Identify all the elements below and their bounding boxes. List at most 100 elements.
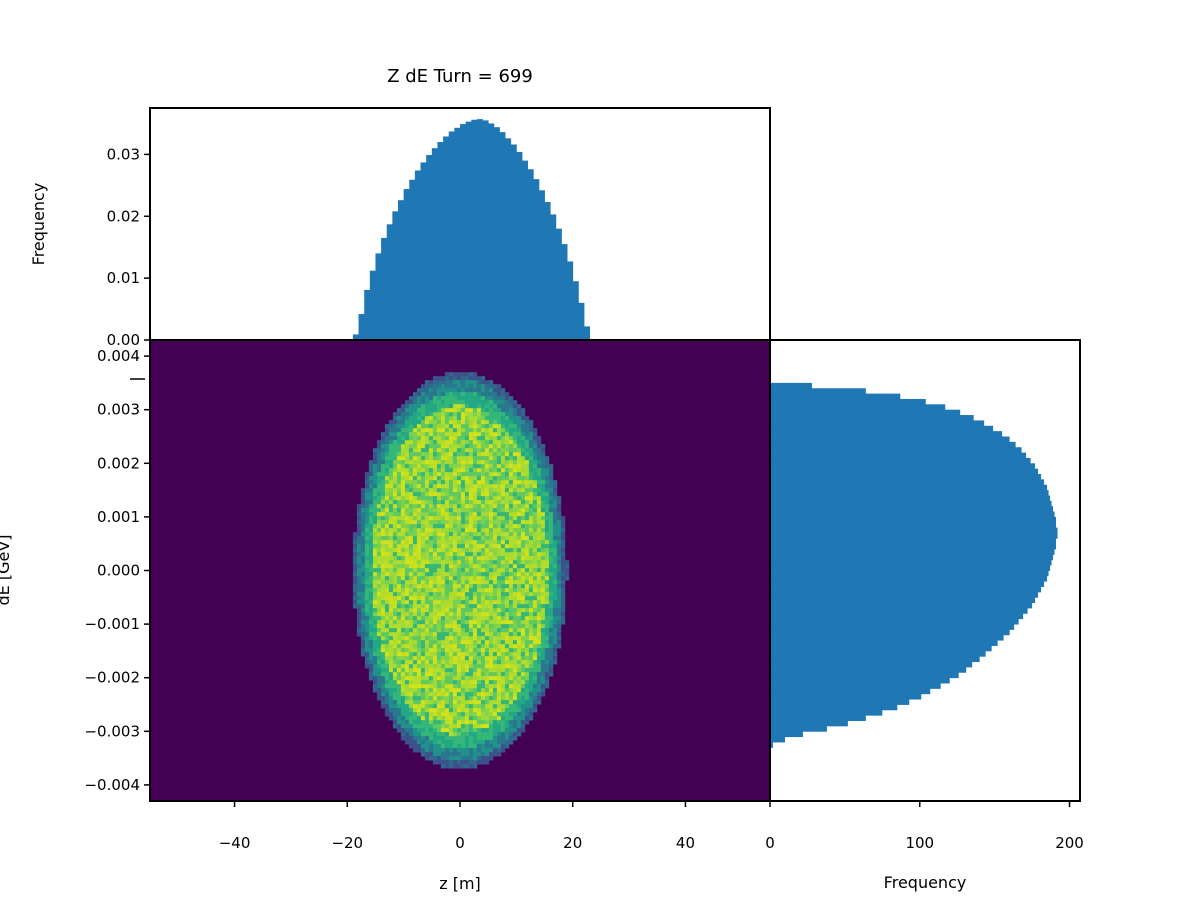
heatmap-cell [416, 548, 422, 553]
heatmap-cell [432, 588, 438, 593]
heatmap-cell [476, 404, 482, 409]
heatmap-cell [400, 516, 406, 521]
heatmap-cell [472, 644, 478, 649]
heatmap-cell [448, 396, 454, 401]
heatmap-cell [500, 424, 506, 429]
right-histogram-bar [770, 656, 980, 663]
heatmap-cell [496, 468, 502, 473]
heatmap-cell [492, 604, 498, 609]
heatmap-cell [524, 520, 530, 525]
heatmap-cell [440, 432, 446, 437]
heatmap-cell [412, 544, 418, 549]
heatmap-cell [408, 744, 414, 749]
heatmap-cell [524, 584, 530, 589]
heatmap-cell [400, 596, 406, 601]
heatmap-cell [500, 468, 506, 473]
heatmap-cell [540, 540, 546, 545]
heatmap-cell [540, 464, 546, 469]
heatmap-cell [428, 752, 434, 757]
heatmap-y-tick-label: −0.001 [84, 615, 140, 633]
heatmap-cell [400, 672, 406, 677]
heatmap-cell [496, 708, 502, 713]
heatmap-cell [480, 492, 486, 497]
heatmap-cell [396, 632, 402, 637]
heatmap-cell [424, 500, 430, 505]
heatmap-x-tick-label: −40 [219, 834, 251, 852]
heatmap-cell [444, 448, 450, 453]
heatmap-cell [496, 460, 502, 465]
heatmap-cell [380, 656, 386, 661]
heatmap-cell [440, 564, 446, 569]
heatmap-cell [548, 588, 554, 593]
heatmap-cell [512, 528, 518, 533]
heatmap-cell [540, 504, 546, 509]
heatmap-cell [552, 564, 558, 569]
heatmap-cell [460, 652, 466, 657]
heatmap-cell [504, 648, 510, 653]
heatmap-cell [408, 656, 414, 661]
right-histogram-bar [770, 527, 1058, 534]
heatmap-cell [392, 612, 398, 617]
heatmap-cell [440, 468, 446, 473]
heatmap-cell [480, 744, 486, 749]
heatmap-cell [480, 548, 486, 553]
top-histogram-bar [488, 123, 495, 340]
heatmap-cell [424, 568, 430, 573]
heatmap-cell [404, 468, 410, 473]
heatmap-cell [396, 676, 402, 681]
heatmap-cell [408, 644, 414, 649]
heatmap-cell [432, 384, 438, 389]
heatmap-cell [516, 588, 522, 593]
heatmap-cell [356, 620, 362, 625]
heatmap-cell [388, 612, 394, 617]
heatmap-cell [436, 424, 442, 429]
heatmap-cell [420, 492, 426, 497]
heatmap-cell [440, 436, 446, 441]
heatmap-cell [468, 732, 474, 737]
heatmap-cell [536, 460, 542, 465]
heatmap-cell [468, 672, 474, 677]
heatmap-cell [520, 544, 526, 549]
heatmap-cell [480, 648, 486, 653]
heatmap-cell [480, 464, 486, 469]
heatmap-cell [460, 620, 466, 625]
heatmap-cell [392, 604, 398, 609]
heatmap-cell [432, 656, 438, 661]
heatmap-cell [384, 708, 390, 713]
heatmap-cell [548, 480, 554, 485]
heatmap-cell [424, 656, 430, 661]
heatmap-cell [376, 560, 382, 565]
heatmap-cell [408, 520, 414, 525]
heatmap-cell [456, 452, 462, 457]
heatmap-cell [500, 612, 506, 617]
heatmap-cell [436, 700, 442, 705]
heatmap-cell [464, 616, 470, 621]
heatmap-cell [492, 404, 498, 409]
heatmap-cell [488, 716, 494, 721]
heatmap-cell [556, 632, 562, 637]
heatmap-cell [476, 692, 482, 697]
heatmap-cell [552, 640, 558, 645]
heatmap-cell [388, 556, 394, 561]
heatmap-cell [492, 752, 498, 757]
heatmap-cell [548, 612, 554, 617]
heatmap-cell [524, 720, 530, 725]
heatmap-cell [392, 576, 398, 581]
heatmap-cell [392, 704, 398, 709]
heatmap-cell [396, 648, 402, 653]
heatmap-cell [492, 492, 498, 497]
heatmap-cell [408, 512, 414, 517]
heatmap-cell [380, 600, 386, 605]
heatmap-cell [376, 648, 382, 653]
heatmap-cell [444, 492, 450, 497]
heatmap-cell [476, 640, 482, 645]
heatmap-cell [452, 468, 458, 473]
heatmap-cell [432, 536, 438, 541]
heatmap-cell [408, 460, 414, 465]
heatmap-cell [472, 556, 478, 561]
heatmap-cell [464, 376, 470, 381]
heatmap-cell [532, 644, 538, 649]
heatmap-cell [400, 532, 406, 537]
heatmap-cell [512, 452, 518, 457]
heatmap-cell [408, 592, 414, 597]
